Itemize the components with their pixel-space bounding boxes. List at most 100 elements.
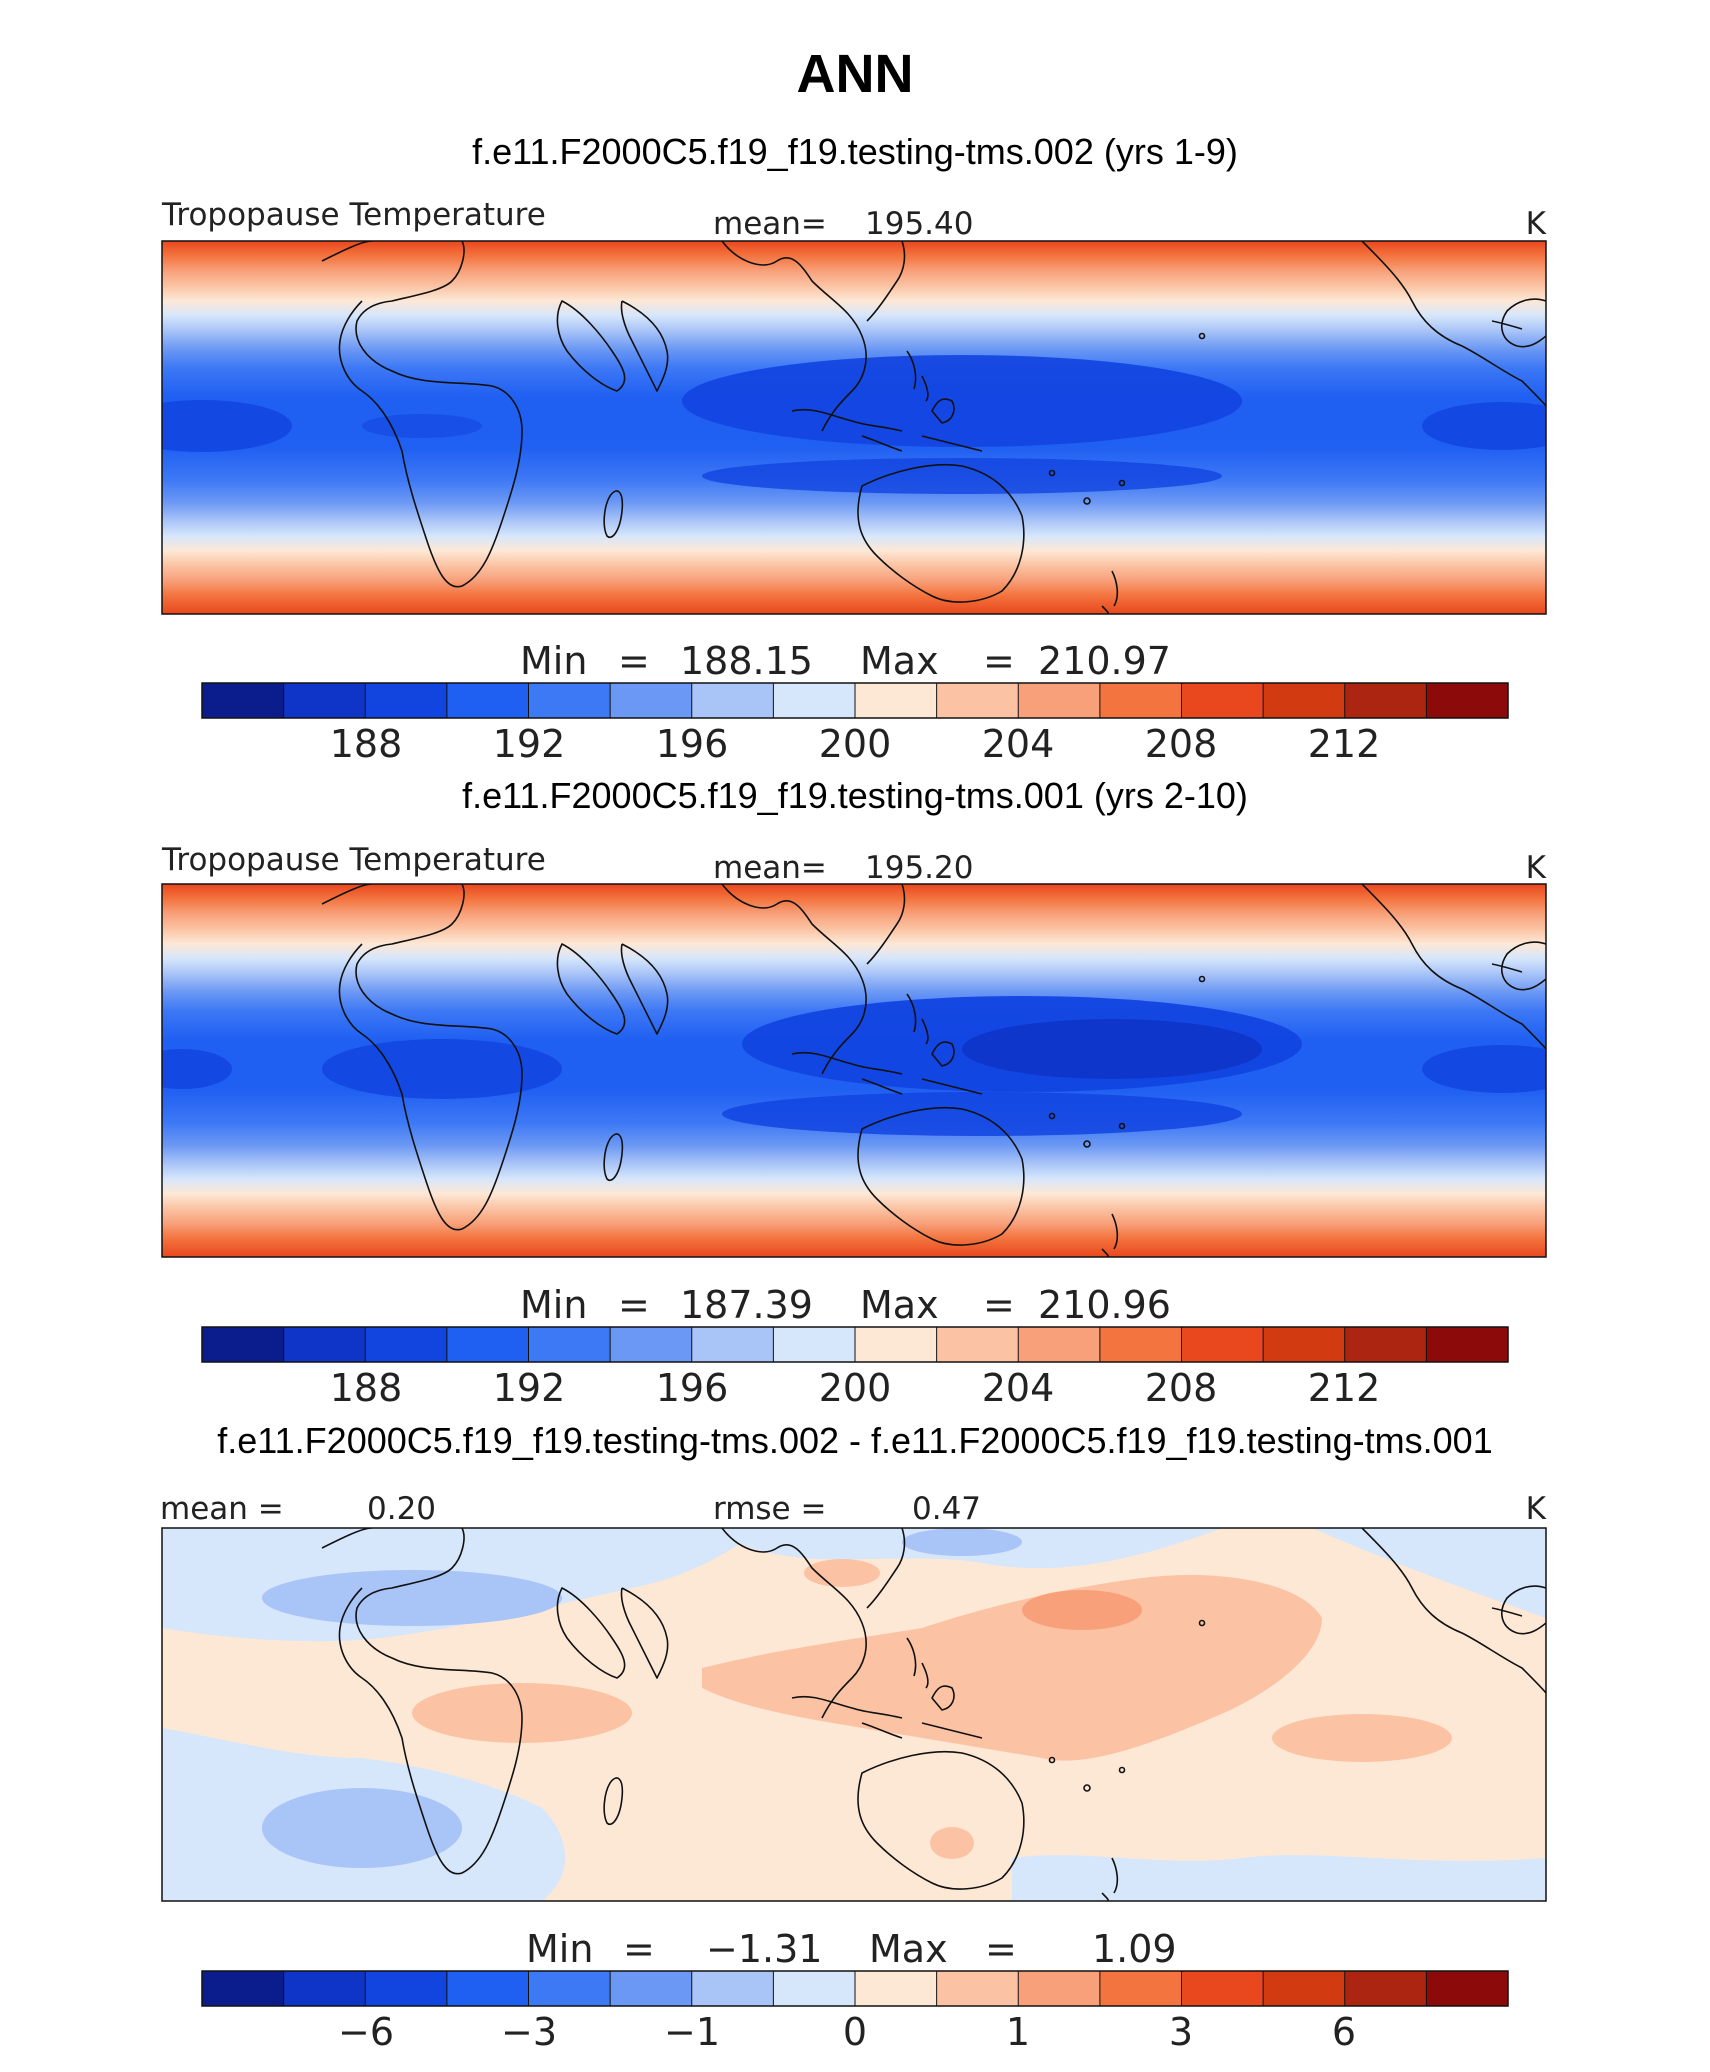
colorbar-swatch [1263,1971,1346,2006]
colorbar-swatch [1181,1971,1264,2006]
colorbar-swatch [1018,1327,1101,1362]
colorbar-swatch [610,683,693,718]
panel-1-colorbar [201,682,1509,719]
panel-3-neg-north-core [262,1570,562,1626]
colorbar-tick: 196 [656,722,729,766]
panel-3-mean-value: 0.20 [367,1491,436,1527]
panel-2-cold-core-east [1422,1045,1546,1093]
panel-1-map [161,240,1547,615]
panel-2-colorbar-ticks: 188 192 196 200 204 208 212 [330,1366,1381,1410]
colorbar-swatch [773,1971,856,2006]
colorbar-swatch [936,683,1019,718]
panel-2-cold-core-maritime-inner [962,1019,1262,1079]
panel-2-mean-label: mean= [713,850,827,886]
colorbar-swatch [365,1971,448,2006]
panel-2-minmax: Min = 187.39 Max = 210.96 [520,1283,1171,1327]
panel-3-map [161,1527,1547,1902]
colorbar-border [201,682,1509,719]
colorbar-tick: 212 [1308,722,1381,766]
colorbar-swatch [1181,683,1264,718]
panel-1-mean-value: 195.40 [865,206,973,242]
panel-3-min-label: Min [526,1927,593,1971]
panel-2-colorbar [201,1326,1509,1363]
panel-1-cold-core-east [1422,402,1546,450]
panel-2: f.e11.F2000C5.f19_f19.testing-tms.001 (y… [161,775,1547,1410]
colorbar-swatch [1344,1327,1427,1362]
panel-3-max-value: 1.09 [1092,1927,1177,1971]
panel-2-map [161,883,1547,1258]
colorbar-swatch [1099,1327,1183,1362]
colorbar-swatch [1426,1971,1509,2006]
panel-3-rmse-value: 0.47 [912,1491,981,1527]
colorbar-tick: 200 [819,1366,892,1410]
panel-3-pos-australia [930,1827,974,1859]
colorbar-swatch [610,1971,693,2006]
panel-1-min-eq: = [618,639,650,683]
panel-2-min-eq: = [618,1283,650,1327]
panel-3-rmse-label: rmse = [713,1491,826,1527]
panel-2-max-value: 210.96 [1038,1283,1171,1327]
colorbar-tick: 192 [493,722,566,766]
panel-2-max-label: Max [860,1283,939,1327]
colorbar-swatch [936,1327,1019,1362]
colorbar-swatch [1426,683,1509,718]
panel-3-pos-east [1272,1714,1452,1762]
panel-1-minmax: Min = 188.15 Max = 210.97 [520,639,1171,683]
panel-2-variable: Tropopause Temperature [161,842,546,878]
colorbar-swatch [1263,683,1346,718]
colorbar-swatch [936,1971,1019,2006]
panel-2-title: f.e11.F2000C5.f19_f19.testing-tms.001 (y… [462,775,1248,816]
colorbar-tick: 188 [330,722,403,766]
colorbar-tick: 188 [330,1366,403,1410]
colorbar-swatch [1018,1971,1101,2006]
colorbar-border [201,1970,1509,2007]
colorbar-tick: −3 [501,2010,557,2054]
panel-1-max-label: Max [860,639,939,683]
panel-3-title: f.e11.F2000C5.f19_f19.testing-tms.002 - … [217,1420,1492,1461]
panel-1-cold-core-africa [362,414,482,438]
panel-2-cold-core-south [722,1092,1242,1136]
panel-2-min-label: Min [520,1283,587,1327]
panel-1-cold-core-maritime [682,355,1242,447]
colorbar-tick: 208 [1145,722,1218,766]
colorbar-swatch [855,1327,938,1362]
panel-2-mean-value: 195.20 [865,850,973,886]
panel-3: f.e11.F2000C5.f19_f19.testing-tms.002 - … [160,1420,1547,2054]
colorbar-tick: 6 [1332,2010,1356,2054]
colorbar-swatch [528,1327,611,1362]
panel-2-max-eq: = [983,1283,1015,1327]
colorbar-swatch [773,683,856,718]
panel-3-neg-north-far-east [1312,1528,1546,1618]
colorbar-swatch [1344,1971,1427,2006]
panel-1-min-value: 188.15 [680,639,813,683]
panel-2-min-value: 187.39 [680,1283,813,1327]
colorbar-swatch [365,1327,448,1362]
colorbar-tick: 204 [982,722,1055,766]
panel-3-neg-south-east [1012,1855,1546,1901]
panel-1-max-value: 210.97 [1038,639,1171,683]
panel-1: f.e11.F2000C5.f19_f19.testing-tms.002 (y… [161,131,1547,766]
colorbar-swatch [365,683,448,718]
colorbar-swatch [1018,683,1101,718]
panel-1-min-label: Min [520,639,587,683]
panel-3-neg-south-core [262,1788,462,1868]
panel-1-max-eq: = [983,639,1015,683]
colorbar-tick: 212 [1308,1366,1381,1410]
panel-3-pos-pacific-core [1022,1590,1142,1630]
colorbar-tick: 200 [819,722,892,766]
colorbar-swatch [691,1327,774,1362]
colorbar-swatch [283,683,366,718]
colorbar-swatch [1426,1327,1509,1362]
colorbar-swatch [1099,683,1183,718]
colorbar-tick: 208 [1145,1366,1218,1410]
colorbar-swatch [1181,1327,1264,1362]
panel-3-min-value: −1.31 [706,1927,822,1971]
colorbar-swatch [1344,683,1427,718]
colorbar-swatch [528,1971,611,2006]
panel-3-minmax: Min = −1.31 Max = 1.09 [526,1927,1177,1971]
colorbar-tick: 0 [843,2010,867,2054]
panel-3-min-eq: = [623,1927,655,1971]
colorbar-swatch [1263,1327,1346,1362]
